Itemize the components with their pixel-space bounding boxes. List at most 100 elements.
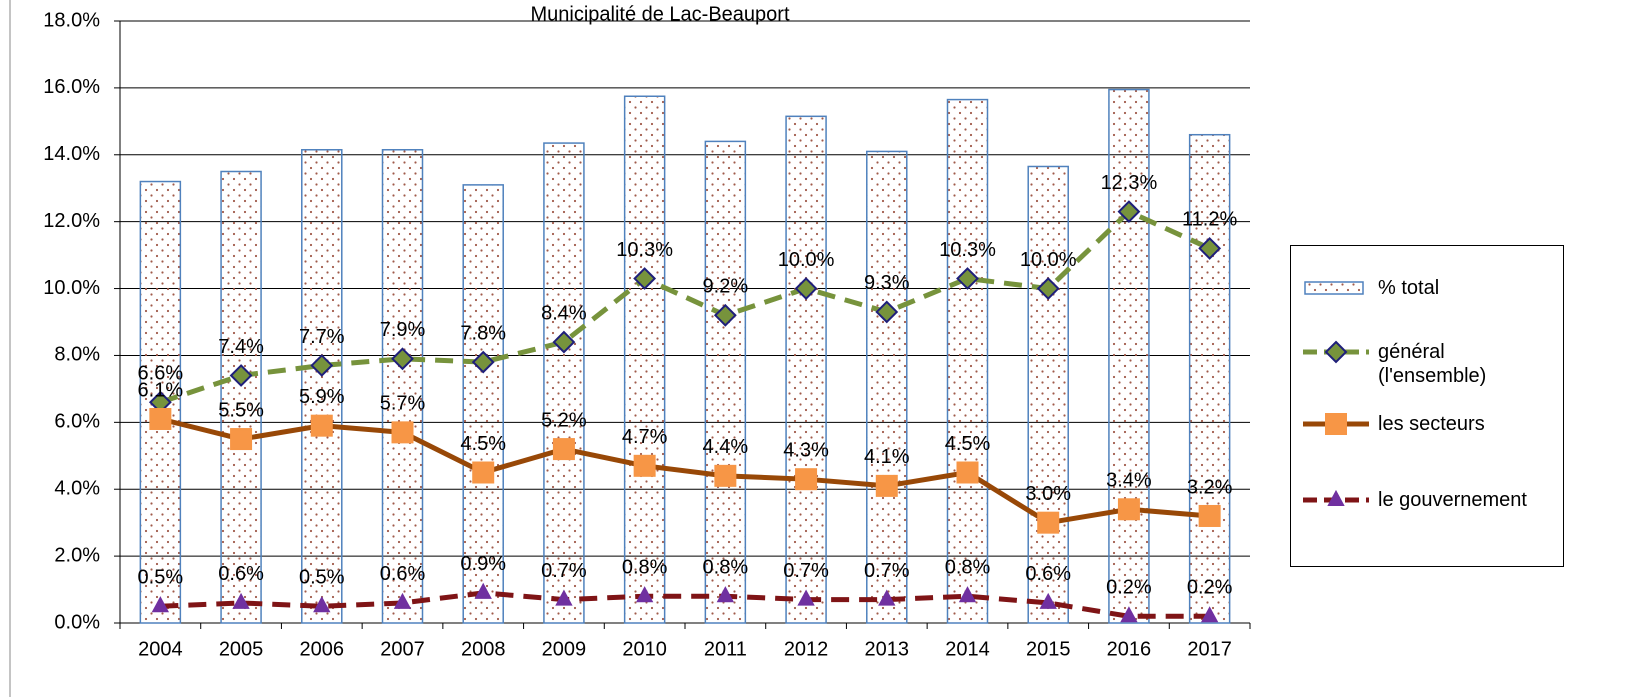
legend-label: les secteurs	[1378, 413, 1485, 435]
legend-label: % total	[1378, 277, 1440, 299]
marker	[149, 407, 172, 430]
marker	[232, 592, 250, 609]
data-label: 0.2%	[1106, 577, 1152, 599]
data-label: 9.2%	[703, 276, 749, 298]
data-label: 10.3%	[616, 239, 673, 261]
marker	[472, 461, 495, 484]
marker	[795, 468, 818, 491]
data-label: 10.3%	[939, 239, 996, 261]
legend-label: le gouvernement	[1378, 489, 1527, 511]
marker	[310, 354, 334, 377]
marker	[635, 586, 654, 603]
data-label: 6.1%	[138, 379, 184, 401]
legend-item: le gouvernement	[1291, 482, 1565, 526]
data-label: 4.7%	[622, 426, 668, 448]
legend: % total général (l'ensemble) les secteurs l…	[1290, 245, 1564, 567]
bar	[381, 149, 424, 624]
marker	[716, 586, 735, 603]
data-label: 12.3%	[1101, 172, 1158, 194]
marker	[878, 589, 896, 606]
marker	[229, 364, 253, 387]
data-label: 0.6%	[1025, 563, 1071, 585]
data-label: 0.8%	[945, 557, 991, 579]
data-label: 0.7%	[783, 560, 829, 582]
marker	[1117, 498, 1140, 521]
marker	[552, 438, 575, 461]
data-label: 0.6%	[218, 563, 264, 585]
y-tick-label: 0.0%	[54, 611, 100, 633]
data-label: 7.9%	[380, 319, 426, 341]
marker	[391, 421, 414, 444]
legend-item: % total	[1291, 270, 1565, 314]
x-tick-label: 2010	[622, 638, 667, 660]
marker	[1198, 504, 1221, 527]
marker	[956, 461, 979, 484]
marker	[875, 300, 899, 324]
marker	[797, 589, 815, 606]
data-label: 4.5%	[460, 433, 506, 455]
bar	[1108, 88, 1150, 624]
data-label: 3.4%	[1106, 470, 1152, 492]
legend-item: les secteurs	[1291, 406, 1565, 450]
legend-swatch	[1304, 281, 1364, 295]
y-tick-label: 8.0%	[54, 344, 100, 366]
marker	[313, 596, 331, 613]
data-label: 9.3%	[864, 272, 910, 294]
x-tick-label: 2007	[380, 638, 425, 660]
line	[159, 208, 1211, 405]
x-tick-label: 2015	[1026, 638, 1071, 660]
marker	[1324, 340, 1348, 364]
legend-label: général (l'ensemble)	[1378, 341, 1487, 387]
chart-frame	[9, 0, 11, 697]
data-label: 3.2%	[1187, 476, 1233, 498]
data-label: 0.2%	[1187, 577, 1233, 599]
marker	[1200, 606, 1219, 623]
data-label: 6.6%	[138, 363, 184, 385]
data-label: 4.5%	[945, 433, 991, 455]
data-label: 10.0%	[1020, 249, 1077, 271]
x-tick-label: 2004	[138, 638, 183, 660]
data-label: 0.8%	[622, 557, 668, 579]
marker	[956, 267, 979, 290]
y-tick-label: 16.0%	[43, 76, 100, 98]
marker	[633, 267, 657, 290]
legend-swatch-bar	[1304, 281, 1364, 295]
bar	[785, 115, 827, 624]
marker	[151, 596, 170, 613]
marker	[391, 347, 414, 371]
x-tick-label: 2005	[219, 638, 264, 660]
marker	[1325, 413, 1347, 435]
marker	[310, 414, 333, 437]
bar	[946, 98, 989, 624]
marker	[1039, 592, 1057, 609]
x-tick-label: 2011	[704, 638, 747, 660]
data-label: 7.7%	[299, 326, 345, 348]
data-label: 3.0%	[1025, 483, 1071, 505]
y-tick-label: 18.0%	[43, 9, 100, 31]
marker	[1037, 511, 1060, 534]
marker	[555, 589, 573, 606]
x-tick-label: 2016	[1107, 638, 1152, 660]
data-label: 0.5%	[138, 567, 184, 589]
data-label: 4.3%	[783, 439, 829, 461]
marker	[474, 582, 492, 599]
marker	[794, 277, 818, 300]
line	[159, 416, 1210, 526]
bar	[704, 140, 747, 624]
x-tick-label: 2009	[542, 638, 587, 660]
x-tick-label: 2014	[945, 638, 990, 660]
data-label: 5.9%	[299, 386, 345, 408]
data-label: 5.7%	[380, 393, 426, 415]
marker	[633, 454, 656, 477]
x-tick-label: 2013	[865, 638, 910, 660]
marker	[393, 592, 412, 609]
data-label: 4.4%	[703, 436, 749, 458]
bar	[623, 95, 666, 624]
marker	[552, 330, 576, 354]
marker	[230, 428, 253, 451]
marker	[1117, 200, 1141, 224]
x-tick-label: 2006	[300, 638, 345, 660]
line	[160, 590, 1210, 619]
